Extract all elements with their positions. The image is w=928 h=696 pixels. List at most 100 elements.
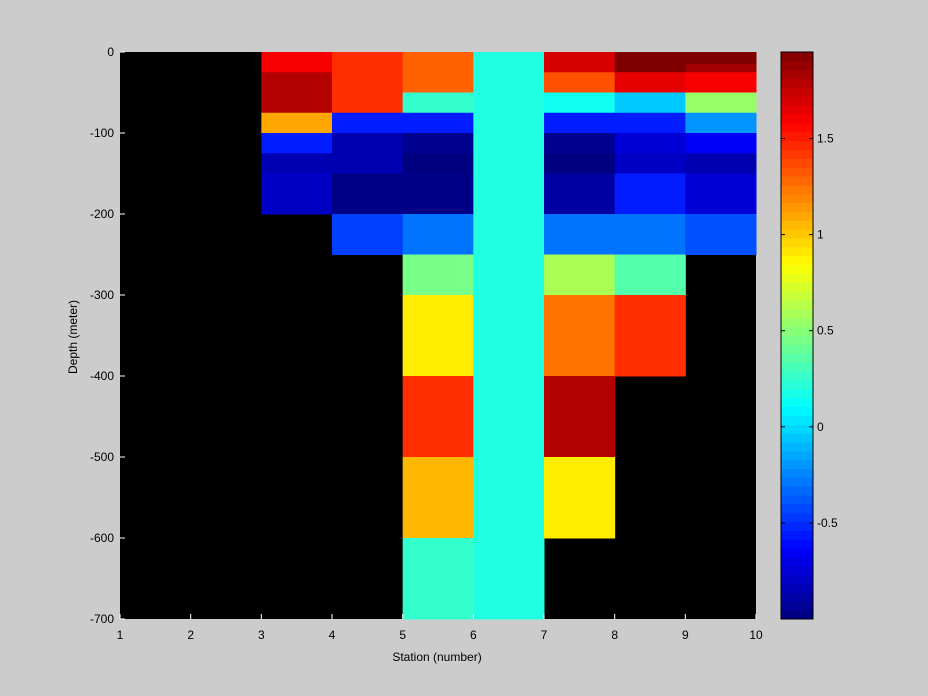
colorbar-segment: [781, 158, 813, 168]
y-tick-label: -100: [90, 126, 114, 140]
heatmap-cell: [614, 133, 686, 154]
colorbar-segment: [781, 114, 813, 124]
heatmap-cell: [544, 112, 616, 134]
colorbar-segment: [781, 486, 813, 496]
colorbar-segment: [781, 52, 813, 62]
colorbar-segment: [781, 574, 813, 585]
heatmap-cell: [261, 72, 333, 114]
colorbar-segment: [781, 353, 813, 363]
colorbar-segment: [781, 69, 813, 80]
colorbar-segment: [781, 503, 813, 514]
heatmap-cell: [685, 64, 757, 73]
colorbar-segment: [781, 459, 813, 469]
colorbar-segment: [781, 220, 813, 230]
y-axis-label: Depth (meter): [66, 300, 80, 374]
heatmap-cell: [332, 112, 404, 134]
colorbar-segment: [781, 131, 813, 142]
colorbar-ticks: -0.5 0 0.5 1 1.5: [781, 131, 838, 530]
x-tick-label: 8: [611, 628, 618, 642]
colorbar-segment: [781, 468, 813, 478]
colorbar-segment: [781, 264, 813, 274]
colorbar-segment: [781, 308, 813, 319]
colorbar-segment: [781, 556, 813, 567]
heatmap-cell: [402, 173, 474, 215]
colorbar-segment: [781, 592, 813, 602]
colorbar-segment: [781, 583, 813, 593]
colorbar-segment: [781, 317, 813, 328]
heatmap-cell: [614, 295, 686, 377]
colorbar-tick-label: 0: [817, 420, 824, 434]
colorbar-segment: [781, 494, 813, 505]
heatmap-cell: [614, 92, 686, 114]
heatmap-cell: [402, 254, 474, 296]
colorbar-segment: [781, 379, 813, 390]
heatmap-cell: [261, 133, 333, 154]
colorbar-segment: [781, 96, 813, 106]
heatmap-cell: [332, 72, 404, 114]
colorbar-segment: [781, 291, 813, 301]
heatmap-cell: [402, 538, 474, 620]
heatmap-cell: [685, 214, 757, 255]
colorbar-segment: [781, 548, 813, 558]
colorbar-segment: [781, 238, 813, 248]
colorbar-tick-label: 1: [817, 228, 824, 242]
heatmap-cell: [614, 173, 686, 215]
x-tick-label: 9: [682, 628, 689, 642]
heatmap-cell: [685, 52, 757, 65]
heatmap-cell: [544, 52, 616, 73]
heatmap-cell: [614, 214, 686, 255]
colorbar-segment: [781, 397, 813, 407]
heatmap-cell: [614, 112, 686, 134]
heatmap-cell: [544, 173, 616, 215]
colorbar-segment: [781, 424, 813, 434]
colorbar-segment: [781, 406, 813, 416]
heatmap-cell: [544, 153, 616, 174]
colorbar-segment: [781, 432, 813, 443]
heatmap-cell: [685, 92, 757, 114]
colorbar: [780, 51, 814, 620]
y-tick-label: -600: [90, 531, 114, 545]
colorbar-segment: [781, 167, 813, 177]
x-tick-label: 5: [399, 628, 406, 642]
heatmap-cell: [614, 52, 686, 73]
colorbar-segment: [781, 87, 813, 97]
heatmap-cell: [261, 173, 333, 215]
colorbar-segment: [781, 193, 813, 204]
colorbar-segment: [781, 362, 813, 372]
heatmap-cell: [402, 214, 474, 255]
colorbar-segment: [781, 273, 813, 283]
colorbar-segment: [781, 149, 813, 159]
heatmap-cell: [402, 295, 474, 377]
colorbar-segment: [781, 512, 813, 523]
colorbar-segment: [781, 78, 813, 88]
colorbar-segment: [781, 60, 813, 71]
heatmap-cells: [120, 52, 757, 620]
heatmap-cell: [685, 72, 757, 93]
heatmap-cell: [332, 52, 404, 73]
colorbar-segment: [781, 229, 813, 239]
heatmap-cell: [544, 133, 616, 154]
colorbar-segment: [781, 415, 813, 425]
heatmap-cell: [685, 112, 757, 134]
heatmap-cell: [614, 254, 686, 296]
colorbar-segment: [781, 388, 813, 399]
colorbar-segment: [781, 477, 813, 487]
heatmap-cell: [685, 173, 757, 215]
colorbar-segment: [781, 202, 813, 212]
heatmap-cell: [402, 457, 474, 539]
colorbar-segment: [781, 176, 813, 186]
heatmap-cell: [261, 52, 333, 73]
heatmap-cell: [332, 173, 404, 215]
x-tick-label: 4: [329, 628, 336, 642]
heatmap-cell: [332, 133, 404, 174]
y-tick-label: -500: [90, 450, 114, 464]
colorbar-tick-label: 0.5: [817, 324, 834, 338]
colorbar-segment: [781, 122, 813, 133]
x-tick-label: 3: [258, 628, 265, 642]
heatmap-cell: [544, 214, 616, 255]
heatmap-cell: [332, 214, 404, 255]
heatmap-cell: [402, 52, 474, 93]
colorbar-tick-label: 1.5: [817, 131, 834, 145]
colorbar-segment: [781, 300, 813, 310]
